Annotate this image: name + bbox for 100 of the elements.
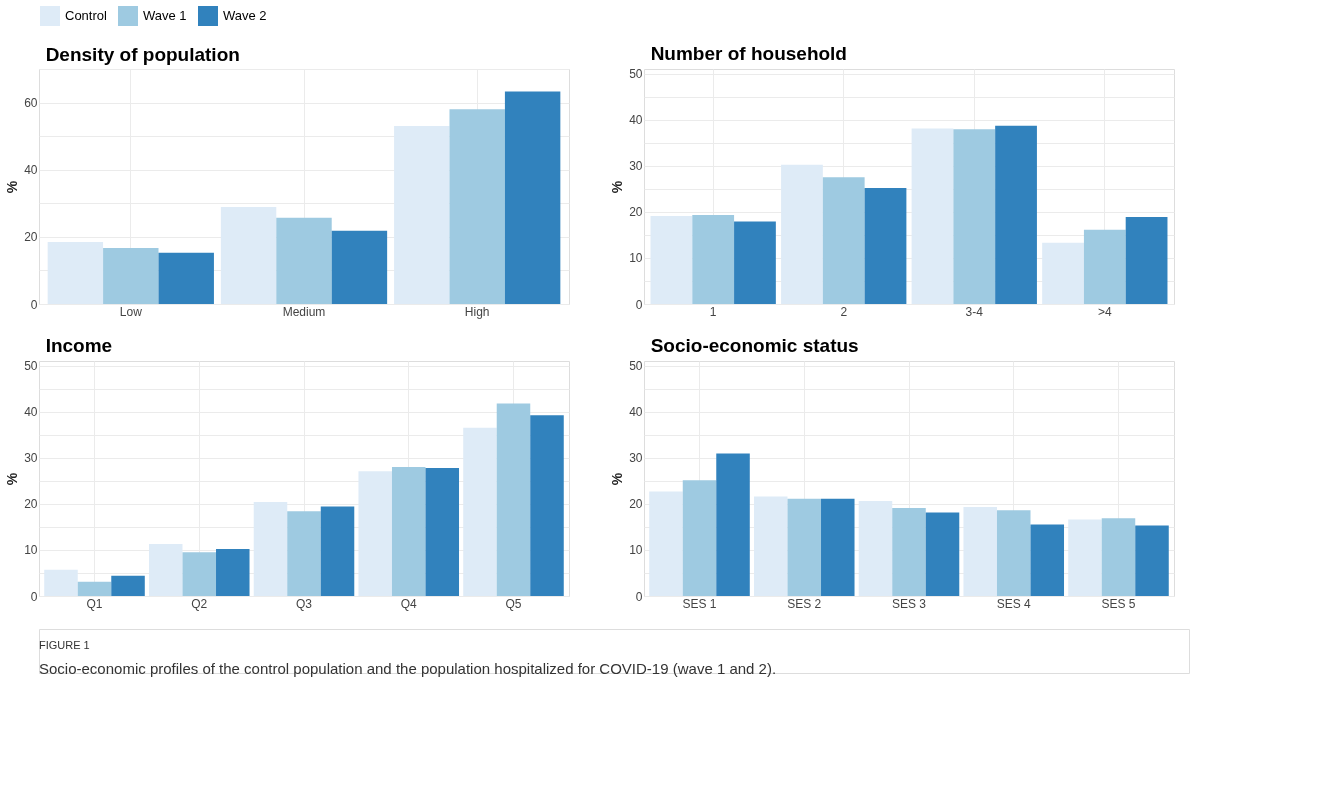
chart-title: Number of household: [650, 42, 847, 64]
bar: [1125, 216, 1168, 304]
x-tick-label: 1: [709, 304, 717, 319]
y-axis-title: %: [4, 180, 21, 194]
bar: [320, 506, 355, 596]
y-tick-label: 20: [629, 205, 643, 220]
x-tick-label: Medium: [282, 304, 326, 319]
y-tick-label: 20: [629, 497, 643, 512]
x-tick-label: High: [464, 304, 490, 319]
y-tick-label: 20: [24, 497, 38, 512]
x-tick-label: SES 3: [891, 596, 927, 611]
bar: [1135, 525, 1169, 596]
x-tick-label: SES 2: [787, 596, 822, 611]
bar: [716, 453, 750, 596]
bar: [1101, 518, 1136, 596]
bar: [995, 125, 1037, 304]
y-axis-title: %: [4, 472, 21, 486]
y-tick-label: 50: [629, 359, 643, 374]
bar: [391, 466, 426, 596]
y-tick-label: 50: [24, 359, 38, 374]
bar: [331, 230, 388, 304]
bar: [649, 491, 683, 596]
bar: [504, 91, 561, 304]
x-tick-label: SES 5: [1101, 596, 1136, 611]
x-tick-label: >4: [1097, 304, 1112, 319]
bar: [864, 187, 907, 304]
caption: FIGURE 1: [39, 639, 90, 651]
bar: [911, 128, 954, 304]
y-tick-label: 30: [629, 159, 643, 174]
bar: [394, 126, 450, 304]
y-tick-label: 60: [24, 96, 38, 111]
bar: [963, 507, 997, 596]
y-tick-label: 40: [24, 405, 38, 420]
bar: [287, 511, 321, 596]
bar: [463, 427, 497, 596]
bar: [47, 241, 104, 304]
bar: [682, 480, 717, 596]
x-tick-label: Q2: [191, 596, 208, 611]
bar: [148, 543, 183, 596]
x-tick-label: 3-4: [965, 304, 984, 319]
bar: [925, 512, 960, 596]
x-tick-label: Q3: [295, 596, 313, 611]
bar: [692, 215, 735, 304]
y-axis-title: %: [609, 472, 626, 486]
bar: [77, 581, 112, 596]
text: Socio-economic profiles of the control population and the population hospitalized for COVID-19 (wave 1 and 2).: [39, 660, 777, 677]
bar: [425, 467, 460, 596]
bar: [358, 471, 392, 596]
bar: [858, 501, 893, 596]
y-tick-label: 0: [30, 589, 38, 604]
chart-title: Income: [45, 334, 113, 356]
chart-title: Socio-economic status: [650, 334, 859, 356]
bar: [787, 498, 822, 596]
y-tick-label: 10: [629, 251, 643, 266]
bar: [449, 109, 505, 304]
chart-title: Density of population: [45, 44, 240, 65]
bar: [158, 252, 214, 304]
bar: [253, 502, 288, 596]
bar: [1042, 242, 1084, 304]
bar: [182, 552, 217, 596]
y-tick-label: 30: [629, 451, 643, 466]
y-tick-label: 50: [629, 67, 643, 82]
y-tick-label: 0: [30, 297, 38, 312]
bar: [111, 575, 145, 596]
bar: [822, 177, 865, 304]
bar: [1068, 519, 1102, 596]
bar: [734, 221, 776, 304]
bar: [781, 164, 823, 304]
bar: [276, 217, 332, 304]
y-tick-label: 20: [24, 230, 38, 245]
x-tick-label: 2: [840, 304, 848, 319]
bar: [220, 206, 277, 304]
bar: [496, 403, 531, 596]
y-axis-title: %: [609, 180, 626, 194]
x-tick-label: Q4: [400, 596, 418, 611]
x-tick-label: SES 1: [682, 596, 717, 611]
bar: [1030, 524, 1065, 596]
bar: [216, 549, 250, 596]
legend-label: Wave 2: [223, 8, 267, 23]
bar: [996, 510, 1031, 596]
bar: [821, 498, 855, 596]
bar: [953, 129, 996, 304]
bar: [44, 569, 78, 596]
y-tick-label: 0: [635, 297, 643, 312]
y-tick-label: 10: [24, 543, 38, 558]
x-tick-label: SES 4: [996, 596, 1032, 611]
legend-label: Control: [65, 8, 108, 23]
bar: [650, 215, 693, 304]
y-tick-label: 40: [629, 113, 643, 128]
bar: [103, 247, 159, 304]
y-tick-label: 40: [24, 163, 38, 178]
x-tick-label: Q1: [86, 596, 103, 611]
y-tick-label: 30: [24, 451, 38, 466]
bar: [892, 507, 926, 596]
bar: [753, 496, 788, 596]
bar: [1083, 229, 1126, 304]
x-tick-label: Low: [119, 304, 143, 319]
y-tick-label: 10: [629, 543, 643, 558]
legend-label: Wave 1: [143, 8, 187, 23]
bar: [530, 415, 564, 596]
